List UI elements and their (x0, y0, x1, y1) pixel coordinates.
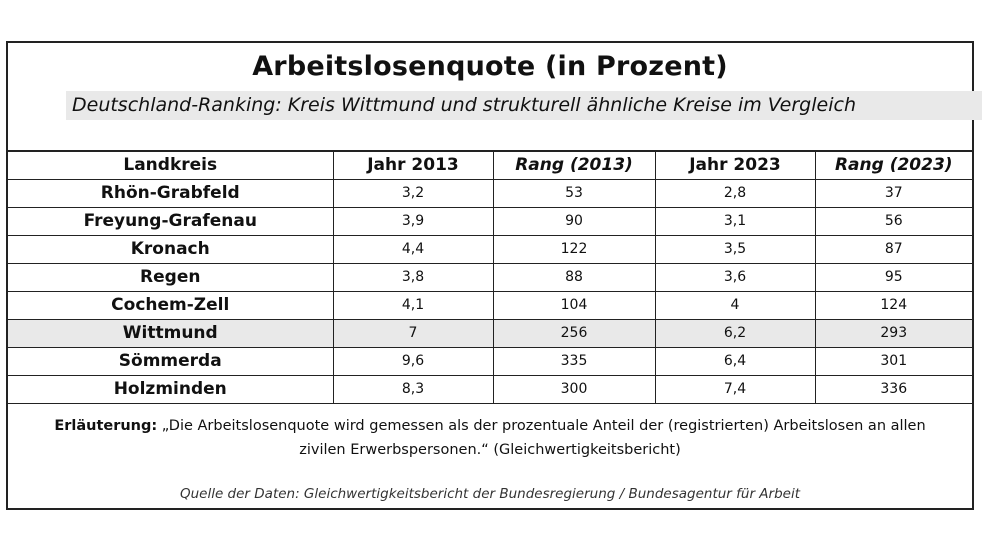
cell-jahr-2023: 7,4 (654, 374, 816, 404)
cell-rang-2013: 53 (492, 178, 656, 208)
cell-landkreis: Sömmerda (8, 346, 334, 376)
cell-rang-2023: 87 (814, 234, 972, 264)
table-row-highlighted: Wittmund 7 256 6,2 293 (8, 318, 972, 348)
cell-rang-2013: 104 (492, 290, 656, 320)
header-rang-2013: Rang (2013) (492, 150, 656, 180)
cell-landkreis: Rhön-Grabfeld (8, 178, 334, 208)
cell-rang-2023: 95 (814, 262, 972, 292)
cell-landkreis: Cochem-Zell (8, 290, 334, 320)
table-row: Sömmerda 9,6 335 6,4 301 (8, 346, 972, 376)
table-row: Holzminden 8,3 300 7,4 336 (8, 374, 972, 404)
cell-landkreis: Kronach (8, 234, 334, 264)
cell-landkreis: Freyung-Grafenau (8, 206, 334, 236)
cell-jahr-2023: 3,5 (654, 234, 816, 264)
note-line-1: „Die Arbeitslosenquote wird gemessen als… (161, 418, 926, 434)
ranking-table: Landkreis Jahr 2013 Rang (2013) Jahr 202… (8, 150, 972, 404)
cell-jahr-2013: 3,8 (332, 262, 494, 292)
cell-jahr-2023: 3,1 (654, 206, 816, 236)
table-row: Cochem-Zell 4,1 104 4 124 (8, 290, 972, 320)
cell-jahr-2023: 6,2 (654, 318, 816, 348)
explanation-note: Erläuterung: „Die Arbeitslosenquote wird… (8, 414, 972, 462)
cell-rang-2023: 37 (814, 178, 972, 208)
cell-jahr-2023: 6,4 (654, 346, 816, 376)
cell-rang-2013: 90 (492, 206, 656, 236)
spacer-band (8, 120, 972, 149)
cell-jahr-2013: 3,2 (332, 178, 494, 208)
cell-jahr-2013: 9,6 (332, 346, 494, 376)
table-row: Freyung-Grafenau 3,9 90 3,1 56 (8, 206, 972, 236)
note-label: Erläuterung: (54, 418, 158, 434)
cell-rang-2023: 301 (814, 346, 972, 376)
cell-rang-2013: 122 (492, 234, 656, 264)
header-rang-2023: Rang (2023) (814, 150, 972, 180)
cell-rang-2013: 300 (492, 374, 656, 404)
cell-rang-2023: 293 (814, 318, 972, 348)
header-landkreis: Landkreis (8, 150, 334, 180)
table-row: Kronach 4,4 122 3,5 87 (8, 234, 972, 264)
cell-landkreis: Regen (8, 262, 334, 292)
cell-jahr-2023: 3,6 (654, 262, 816, 292)
cell-jahr-2013: 4,4 (332, 234, 494, 264)
page-title: Arbeitslosenquote (in Prozent) (252, 51, 728, 82)
table-row: Rhön-Grabfeld 3,2 53 2,8 37 (8, 178, 972, 208)
cell-rang-2013: 88 (492, 262, 656, 292)
cell-rang-2013: 335 (492, 346, 656, 376)
cell-jahr-2013: 8,3 (332, 374, 494, 404)
cell-jahr-2023: 4 (654, 290, 816, 320)
header-jahr-2023: Jahr 2023 (654, 150, 816, 180)
table-frame: Arbeitslosenquote (in Prozent) Deutschla… (6, 41, 982, 510)
cell-jahr-2013: 3,9 (332, 206, 494, 236)
cell-jahr-2023: 2,8 (654, 178, 816, 208)
cell-landkreis: Holzminden (8, 374, 334, 404)
cell-jahr-2013: 4,1 (332, 290, 494, 320)
cell-landkreis: Wittmund (8, 318, 334, 348)
header-jahr-2013: Jahr 2013 (332, 150, 494, 180)
cell-rang-2023: 56 (814, 206, 972, 236)
source-note: Quelle der Daten: Gleichwertigkeitsberic… (179, 486, 801, 502)
subtitle: Deutschland-Ranking: Kreis Wittmund und … (66, 91, 982, 120)
cell-rang-2023: 124 (814, 290, 972, 320)
cell-jahr-2013: 7 (332, 318, 494, 348)
cell-rang-2013: 256 (492, 318, 656, 348)
note-line-2: zivilen Erwerbspersonen.“ (Gleichwertigk… (299, 442, 681, 458)
table-row: Regen 3,8 88 3,6 95 (8, 262, 972, 292)
cell-rang-2023: 336 (814, 374, 972, 404)
table-header-row: Landkreis Jahr 2013 Rang (2013) Jahr 202… (8, 150, 972, 180)
